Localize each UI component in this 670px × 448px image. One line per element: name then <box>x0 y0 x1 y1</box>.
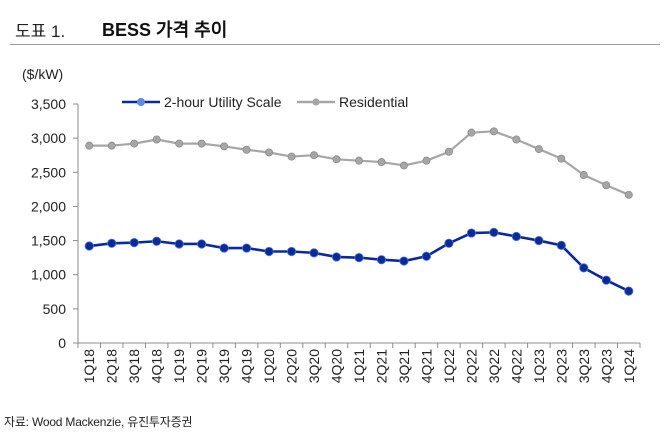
utility-scale-point <box>354 253 364 263</box>
utility-scale-point <box>84 241 94 251</box>
residential-point <box>579 171 588 180</box>
residential-point <box>220 142 229 151</box>
utility-scale-point <box>489 227 499 237</box>
residential-point <box>602 181 611 190</box>
residential-point <box>242 145 251 154</box>
residential-point <box>557 154 566 163</box>
y-axis: 0 500 1,000 1,500 2,000 2,500 3,000 3,500 <box>31 96 79 351</box>
x-tick-label: 4Q19 <box>239 349 255 383</box>
utility-scale-point <box>286 246 297 257</box>
x-tick-label: 1Q20 <box>261 349 277 383</box>
utility-scale-point <box>197 239 207 249</box>
x-tick-label: 1Q22 <box>441 349 457 383</box>
x-tick-label: 2Q22 <box>463 349 479 383</box>
x-tick-label: 3Q19 <box>216 349 232 383</box>
x-tick-label: 4Q21 <box>418 349 434 383</box>
residential-point <box>467 128 476 137</box>
residential-point <box>130 139 139 148</box>
x-tick-label: 2Q18 <box>104 349 120 383</box>
residential-point <box>377 158 386 167</box>
legend-label-residential: Residential <box>339 94 408 110</box>
y-tick-label: 0 <box>58 335 66 351</box>
x-tick-label: 3Q22 <box>486 349 502 383</box>
residential-point <box>85 141 94 150</box>
utility-scale-point <box>129 238 139 248</box>
x-tick-label: 2Q19 <box>194 349 210 383</box>
chart-legend: 2-hour Utility Scale Residential <box>122 94 408 110</box>
x-tick-label: 1Q19 <box>171 349 187 383</box>
residential-point <box>287 152 296 161</box>
utility-scale-point <box>579 263 589 273</box>
residential-point <box>332 155 341 164</box>
x-tick-label: 3Q18 <box>126 349 142 383</box>
utility-scale-point <box>399 256 409 266</box>
residential-point <box>399 161 408 170</box>
utility-scale-point <box>242 243 252 253</box>
utility-scale-point <box>264 246 274 257</box>
residential-point <box>624 190 633 199</box>
figure-number: 도표 1. <box>15 22 66 41</box>
bess-price-line-chart: ($/kW) 2-hour Utility Scale Residential 0… <box>22 66 641 383</box>
utility-scale-point <box>107 238 117 248</box>
x-tick-label: 2Q21 <box>373 349 389 383</box>
y-tick-label: 3,000 <box>31 130 66 146</box>
x-tick-label: 2Q20 <box>284 349 300 383</box>
x-tick-label: 1Q23 <box>531 349 547 383</box>
x-tick-label: 1Q21 <box>351 349 367 383</box>
residential-point <box>175 139 184 148</box>
source-note: 자료: Wood Mackenzie, 유진투자증권 <box>4 415 193 429</box>
utility-scale-point <box>174 239 184 249</box>
y-tick-label: 2,000 <box>31 198 66 214</box>
residential-point <box>265 148 274 157</box>
x-tick-label: 3Q21 <box>396 349 412 383</box>
x-tick-label: 3Q23 <box>576 349 592 383</box>
utility-scale-point <box>466 228 476 238</box>
utility-scale-point <box>444 238 454 248</box>
utility-scale-point <box>601 275 611 285</box>
residential-point <box>534 145 543 154</box>
utility-scale-point <box>376 255 387 265</box>
y-tick-label: 1,000 <box>31 267 66 283</box>
figure-header: 도표 1. BESS 가격 추이 <box>10 0 660 46</box>
y-tick-label: 3,500 <box>31 96 66 112</box>
header-divider <box>10 44 660 45</box>
legend-marker-residential <box>312 98 320 106</box>
x-tick-label: 1Q18 <box>81 349 97 383</box>
residential-point <box>444 147 453 156</box>
residential-point <box>489 127 498 136</box>
x-tick-label: 4Q23 <box>598 349 614 383</box>
x-axis: 1Q18 2Q18 3Q18 4Q18 1Q19 2Q19 3Q19 4Q19 1Q20 2Q20… <box>77 342 641 383</box>
y-tick-label: 2,500 <box>31 164 66 180</box>
utility-scale-point <box>556 240 566 250</box>
residential-point <box>512 135 521 144</box>
legend-marker-utility <box>137 98 145 106</box>
x-tick-label: 4Q20 <box>329 349 345 383</box>
x-tick-label: 3Q20 <box>306 349 322 383</box>
x-tick-label: 2Q23 <box>553 349 569 383</box>
utility-scale-point <box>624 286 634 296</box>
y-tick-label: 1,500 <box>31 233 66 249</box>
y-axis-label: ($/kW) <box>22 66 63 82</box>
x-tick-label: 4Q18 <box>149 349 165 383</box>
utility-scale-point <box>331 252 342 262</box>
figure-title: BESS 가격 추이 <box>102 20 228 40</box>
utility-scale-point <box>219 243 229 253</box>
residential-point <box>152 135 161 144</box>
utility-scale-point <box>421 251 432 261</box>
residential-point <box>422 156 431 165</box>
residential-point <box>197 139 206 148</box>
x-tick-label: 1Q24 <box>621 349 637 383</box>
x-tick-label: 4Q22 <box>508 349 524 383</box>
utility-scale-point <box>152 236 162 246</box>
residential-point <box>354 156 363 165</box>
utility-scale-point <box>309 248 319 258</box>
residential-point <box>310 151 319 160</box>
legend-label-utility: 2-hour Utility Scale <box>164 94 282 110</box>
utility-scale-point <box>534 235 544 246</box>
utility-scale-point <box>511 231 521 242</box>
y-tick-label: 500 <box>43 301 67 317</box>
residential-point <box>107 141 116 150</box>
plot-series <box>84 127 634 296</box>
